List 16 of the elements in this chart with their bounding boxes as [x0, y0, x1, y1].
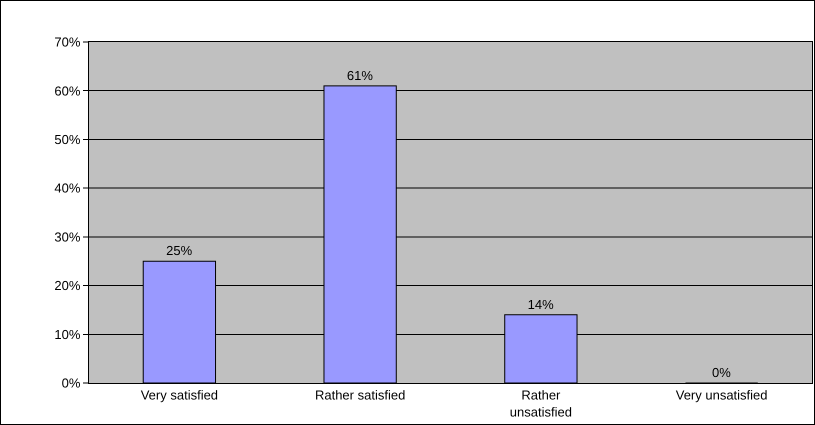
y-tick-label: 20% — [54, 278, 81, 294]
x-tick-label: Rather unsatisfied — [510, 388, 572, 420]
y-tick-label: 60% — [54, 83, 81, 98]
x-tick-label: Very satisfied — [140, 388, 218, 403]
y-tick-label: 10% — [54, 326, 81, 342]
data-label: 0% — [712, 365, 732, 380]
x-tick-label: Rather satisfied — [314, 388, 406, 403]
data-label: 25% — [166, 243, 193, 258]
y-tick-label: 50% — [54, 132, 81, 147]
data-label: 61% — [346, 68, 374, 83]
y-tick-label: 0% — [62, 376, 81, 391]
y-tick-label: 30% — [54, 229, 81, 244]
data-label: 14% — [528, 296, 554, 312]
y-tick-label: 70% — [54, 34, 81, 50]
x-tick-label: Very unsatisfied — [676, 388, 768, 403]
y-tick-label: 40% — [54, 180, 81, 196]
